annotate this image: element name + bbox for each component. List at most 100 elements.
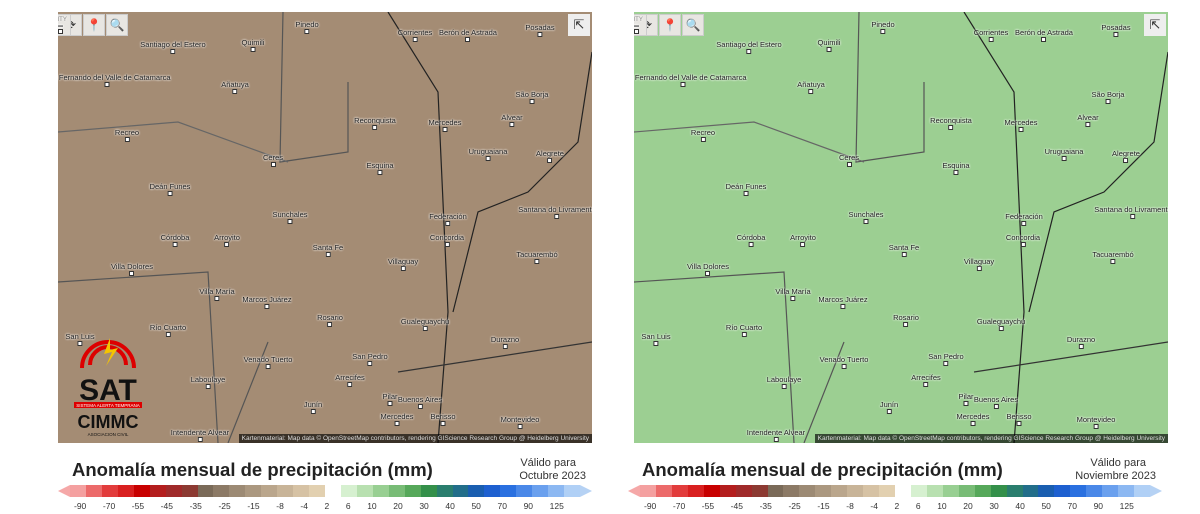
zoom-icon[interactable]: 🔍 bbox=[682, 14, 704, 36]
colorbar-swatch bbox=[735, 485, 752, 497]
colorbar-tick-label: 40 bbox=[445, 501, 455, 511]
city-label: Concordia bbox=[430, 233, 464, 247]
city-label: Junín bbox=[304, 400, 322, 414]
colorbar-swatch bbox=[847, 485, 864, 497]
map-panel-november[interactable]: Santiago del Estero Quimili San Fernando d… bbox=[634, 12, 1168, 443]
colorbar-swatch bbox=[1102, 485, 1119, 497]
colorbar-tick-label: 6 bbox=[345, 501, 351, 511]
city-toggle-button[interactable]: CITY▬ bbox=[634, 14, 647, 36]
legend-november: Anomalía mensual de precipitación (mm) V… bbox=[620, 452, 1162, 514]
city-label: Marcos Juárez bbox=[818, 295, 867, 309]
colorbar-swatch bbox=[1006, 485, 1023, 497]
valid-label: Válido para bbox=[1090, 457, 1146, 469]
map-pin-icon[interactable]: 📍 bbox=[83, 14, 105, 36]
colorbar-tick-label: -55 bbox=[131, 501, 145, 511]
colorbar-swatch bbox=[213, 485, 230, 497]
city-label: Rosario bbox=[893, 313, 919, 327]
city-label: Pilar bbox=[958, 392, 973, 406]
colorbar-swatch bbox=[372, 485, 389, 497]
colorbar-tick-label: 90 bbox=[523, 501, 534, 511]
city-label: San Luis bbox=[641, 332, 670, 346]
city-label: Laboulaye bbox=[191, 375, 226, 389]
colorbar-tick-label: -35 bbox=[759, 501, 772, 511]
city-label: Mercedes bbox=[429, 118, 462, 132]
colorbar-tick-label: -25 bbox=[218, 501, 231, 511]
border-line bbox=[397, 341, 592, 373]
colorbar-swatch bbox=[640, 485, 656, 497]
city-label: Santa Fe bbox=[313, 243, 343, 257]
colorbar-tick-label: -4 bbox=[300, 501, 308, 511]
city-label: Villaguay bbox=[964, 257, 994, 271]
colorbar-swatch bbox=[532, 485, 549, 497]
colorbar-tick-label: -45 bbox=[730, 501, 743, 511]
colorbar-swatch bbox=[500, 485, 517, 497]
colorbar-swatch bbox=[325, 485, 341, 497]
city-label: Córdoba bbox=[737, 233, 766, 247]
colorbar-tick-label: -4 bbox=[870, 501, 878, 511]
city-label: Esquina bbox=[366, 161, 393, 175]
colorbar-tick-label: -90 bbox=[644, 501, 657, 511]
city-label: Sunchales bbox=[848, 210, 883, 224]
colorbar-swatch bbox=[229, 485, 246, 497]
colorbar-swatch bbox=[117, 485, 134, 497]
share-icon[interactable]: ⇱ bbox=[1144, 14, 1166, 36]
city-label: Recreo bbox=[691, 128, 715, 142]
colorbar-swatch bbox=[293, 485, 310, 497]
city-label: Intendente Alvear bbox=[171, 428, 229, 442]
colorbar-swatch bbox=[1022, 485, 1039, 497]
colorbar-swatch bbox=[85, 485, 102, 497]
city-label: Arrecifes bbox=[911, 373, 941, 387]
city-label: Santana do Livramento bbox=[1094, 205, 1168, 219]
city-label: Añatuya bbox=[221, 80, 249, 94]
city-label: Intendente Alvear bbox=[747, 428, 805, 442]
colorbar-swatch bbox=[340, 485, 357, 497]
colorbar-swatch bbox=[990, 485, 1007, 497]
colorbar-swatch bbox=[1134, 485, 1150, 497]
city-toggle-button[interactable]: CITY▬ bbox=[58, 14, 71, 36]
city-label: Mercedes bbox=[381, 412, 414, 426]
city-label: Berón de Astrada bbox=[1015, 28, 1073, 42]
border-line bbox=[1028, 51, 1168, 313]
city-label: Villa Dolores bbox=[687, 262, 729, 276]
map-panel-october[interactable]: Santiago del Estero Quimili San Fernando d… bbox=[58, 12, 592, 443]
colorbar-swatch bbox=[101, 485, 118, 497]
colorbar bbox=[640, 485, 1150, 497]
colorbar-tick-label: -8 bbox=[846, 501, 854, 511]
colorbar-swatch bbox=[165, 485, 182, 497]
city-label: Gualeguaychú bbox=[977, 317, 1025, 331]
city-label: Concordia bbox=[1006, 233, 1040, 247]
colorbar-swatch bbox=[436, 485, 453, 497]
colorbar-tick-label: 2 bbox=[894, 501, 900, 511]
colorbar-tick-label: -45 bbox=[160, 501, 173, 511]
colorbar-swatch bbox=[1070, 485, 1087, 497]
city-label: Mercedes bbox=[957, 412, 990, 426]
city-label: Arroyito bbox=[790, 233, 816, 247]
colorbar-swatch bbox=[815, 485, 832, 497]
city-label: Pinedo bbox=[295, 20, 318, 34]
city-label: Reconquista bbox=[930, 116, 972, 130]
zoom-icon[interactable]: 🔍 bbox=[106, 14, 128, 36]
city-label: Río Cuarto bbox=[150, 323, 186, 337]
map-pin-icon[interactable]: 📍 bbox=[659, 14, 681, 36]
colorbar-swatch bbox=[895, 485, 911, 497]
colorbar-tick-label: 70 bbox=[497, 501, 507, 511]
share-icon[interactable]: ⇱ bbox=[568, 14, 590, 36]
colorbar-swatch bbox=[719, 485, 736, 497]
city-label: Sunchales bbox=[272, 210, 307, 224]
border-line bbox=[973, 341, 1168, 373]
city-label: Alvear bbox=[501, 113, 522, 127]
colorbar-ticks: -90 -70 -55 -45 -35 -25 -15 -8 -4 2 6 10 20 30 40 50 70 9… bbox=[74, 501, 564, 511]
colorbar-swatch bbox=[1086, 485, 1103, 497]
colorbar-tick-label: 30 bbox=[419, 501, 429, 511]
city-label: Mercedes bbox=[1005, 118, 1038, 132]
city-label: Posadas bbox=[1101, 23, 1130, 37]
city-label: Pinedo bbox=[871, 20, 894, 34]
valid-period-value: Noviembre 2023 bbox=[1075, 470, 1156, 482]
colorbar-swatch bbox=[958, 485, 975, 497]
city-label: San Fernando del Valle de Catamarca bbox=[58, 73, 171, 87]
colorbar-swatch bbox=[910, 485, 927, 497]
city-label: Quimili bbox=[818, 38, 841, 52]
city-label: Esquina bbox=[942, 161, 969, 175]
valid-period: Válido para Octubre 2023 bbox=[519, 457, 586, 483]
city-label: San Luis bbox=[65, 332, 94, 346]
